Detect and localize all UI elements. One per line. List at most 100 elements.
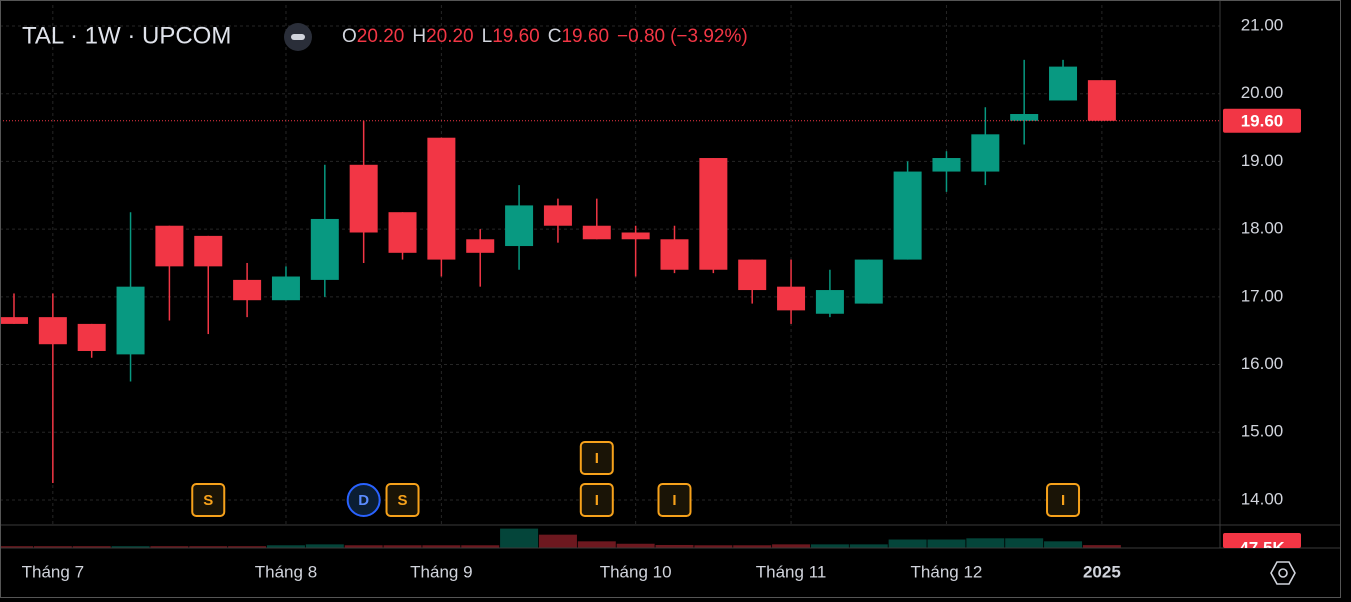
candle-body — [777, 286, 806, 311]
event-marker[interactable]: I — [657, 483, 692, 517]
candle-body — [0, 317, 28, 324]
symbol: TAL · 1W · UPCOM — [22, 22, 231, 49]
volume-bar — [383, 545, 422, 548]
event-label: I — [595, 492, 599, 509]
volume-bar — [772, 544, 811, 548]
volume-bar — [538, 534, 577, 548]
volume-bar — [810, 544, 849, 548]
volume-badge — [1223, 533, 1301, 548]
last-price-badge — [1223, 108, 1301, 133]
candle-body — [388, 212, 417, 253]
event-label: I — [1061, 492, 1065, 509]
volume-bar — [500, 528, 539, 548]
volume-bar — [33, 546, 72, 548]
event-badge — [657, 483, 692, 517]
candle-body — [1049, 66, 1078, 101]
volume-bar — [266, 545, 305, 548]
h-letter: H — [412, 26, 426, 47]
volume-bar — [1044, 541, 1083, 548]
close: 19.60 — [561, 26, 609, 47]
candle-body — [77, 323, 106, 351]
candle-body — [1010, 114, 1039, 121]
event-badge — [346, 483, 381, 517]
y-tick-label: 19.00 — [1241, 151, 1284, 170]
volume-bar — [344, 545, 383, 548]
event-marker[interactable]: I — [1046, 483, 1081, 517]
event-badge — [191, 483, 226, 517]
ohlc-legend: O20.20 H20.20 L19.60 C19.60 −0.80 (−3.92%) — [342, 26, 748, 47]
candle-body — [427, 137, 456, 260]
candle-body — [349, 164, 378, 233]
event-marker[interactable]: S — [191, 483, 226, 517]
event-badge — [579, 441, 614, 475]
c-letter: C — [548, 26, 562, 47]
volume-bar — [888, 539, 927, 548]
volume-bar — [849, 544, 888, 548]
candle-body — [505, 205, 534, 247]
event-badge — [1046, 483, 1081, 517]
candle-body — [194, 235, 223, 267]
event-marker[interactable]: I — [579, 483, 614, 517]
candle-body — [971, 134, 1000, 172]
y-tick-label: 14.00 — [1241, 489, 1284, 508]
event-marker[interactable]: S — [385, 483, 420, 517]
high: 20.20 — [426, 26, 474, 47]
open: 20.20 — [357, 26, 405, 47]
x-tick-label: Tháng 12 — [911, 562, 983, 581]
candle-body — [1087, 80, 1116, 121]
candle-body — [893, 171, 922, 260]
x-tick-label: Tháng 7 — [22, 562, 84, 581]
volume-bar — [461, 545, 500, 548]
l-letter: L — [482, 26, 493, 47]
event-marker[interactable]: D — [346, 483, 381, 517]
time-axis — [0, 548, 1341, 598]
settings-icon[interactable] — [1270, 561, 1296, 585]
low: 19.60 — [492, 26, 540, 47]
volume-bar — [1082, 545, 1121, 548]
x-tick-label: 2025 — [1083, 562, 1121, 581]
candle-body — [815, 290, 844, 314]
volume-bar — [111, 546, 150, 548]
event-label: I — [672, 492, 676, 509]
candle-body — [155, 225, 184, 267]
volume-bar — [1005, 538, 1044, 548]
candle-body — [466, 239, 495, 253]
volume-bar — [189, 546, 228, 548]
last-price-label: 19.60 — [1241, 111, 1284, 130]
axes: 21.00 20.00 19.00 18.00 17.00 16.00 15.00 14.00… — [22, 15, 1301, 581]
candle-body — [932, 158, 961, 172]
event-marker[interactable]: I — [579, 441, 614, 475]
event-label: D — [358, 492, 369, 509]
y-tick-label: 21.00 — [1241, 15, 1284, 34]
volume-bar — [655, 544, 694, 548]
plot: S D S I I I I — [0, 59, 1220, 548]
event-badge — [579, 483, 614, 517]
o-letter: O — [342, 26, 357, 47]
change: −0.80 — [617, 26, 665, 47]
volume-bar — [927, 539, 966, 548]
volume-bar — [150, 546, 189, 548]
candle-body — [116, 286, 145, 355]
y-tick-label: 20.00 — [1241, 83, 1284, 102]
candle-body — [38, 317, 67, 345]
volume-bar — [422, 545, 461, 548]
candle-body — [621, 232, 650, 240]
toggle-icon — [291, 34, 305, 40]
candle-body — [310, 218, 339, 280]
event-label: S — [398, 492, 408, 509]
volume-bar — [733, 545, 772, 548]
change-pct: (−3.92%) — [670, 26, 748, 47]
candle-body — [854, 259, 883, 304]
candle-body — [582, 225, 611, 240]
x-tick-label: Tháng 11 — [756, 562, 827, 581]
y-tick-label: 16.00 — [1241, 354, 1284, 373]
volume-label: 47.5K — [1239, 538, 1285, 557]
volume-bar — [694, 545, 733, 548]
volume-bar — [305, 544, 344, 548]
event-label: S — [203, 492, 213, 509]
volume-bar — [0, 546, 33, 548]
candle-body — [660, 239, 689, 270]
